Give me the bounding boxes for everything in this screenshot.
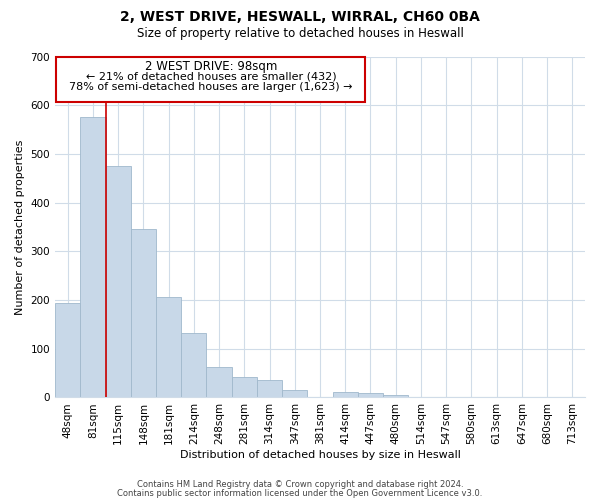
Bar <box>282 390 307 398</box>
Bar <box>80 118 106 398</box>
FancyBboxPatch shape <box>56 56 365 102</box>
Text: 2 WEST DRIVE: 98sqm: 2 WEST DRIVE: 98sqm <box>145 60 277 73</box>
Y-axis label: Number of detached properties: Number of detached properties <box>15 140 25 314</box>
Text: 2, WEST DRIVE, HESWALL, WIRRAL, CH60 0BA: 2, WEST DRIVE, HESWALL, WIRRAL, CH60 0BA <box>120 10 480 24</box>
Bar <box>181 332 206 398</box>
Bar <box>55 304 80 398</box>
Bar <box>206 368 232 398</box>
Bar <box>106 166 131 398</box>
Text: Contains public sector information licensed under the Open Government Licence v3: Contains public sector information licen… <box>118 488 482 498</box>
Text: ← 21% of detached houses are smaller (432): ← 21% of detached houses are smaller (43… <box>86 72 336 82</box>
Text: 78% of semi-detached houses are larger (1,623) →: 78% of semi-detached houses are larger (… <box>69 82 353 92</box>
Bar <box>358 392 383 398</box>
Bar <box>332 392 358 398</box>
X-axis label: Distribution of detached houses by size in Heswall: Distribution of detached houses by size … <box>179 450 460 460</box>
Text: Contains HM Land Registry data © Crown copyright and database right 2024.: Contains HM Land Registry data © Crown c… <box>137 480 463 489</box>
Bar <box>156 296 181 398</box>
Bar <box>257 380 282 398</box>
Bar <box>131 230 156 398</box>
Text: Size of property relative to detached houses in Heswall: Size of property relative to detached ho… <box>137 28 463 40</box>
Bar <box>383 395 409 398</box>
Bar <box>232 377 257 398</box>
